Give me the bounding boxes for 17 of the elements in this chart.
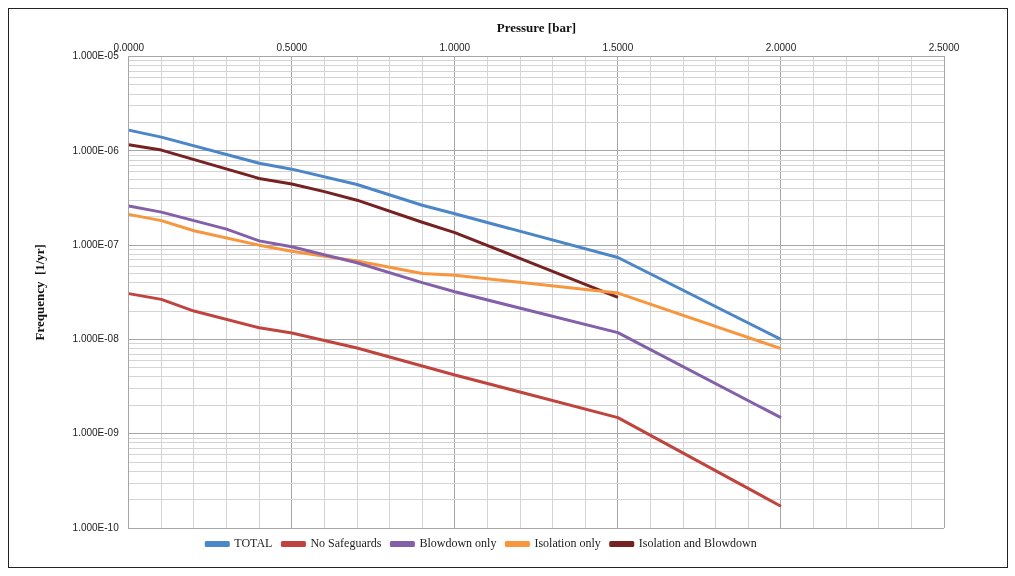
x-tick-label: 1.0000 <box>439 42 471 54</box>
x-tick-label: 0.5000 <box>276 42 308 54</box>
y-tick-label: 1.000E-08 <box>72 333 120 345</box>
x-axis-title: Pressure [bar] <box>496 20 577 36</box>
y-tick-label: 1.000E-10 <box>72 521 120 533</box>
legend-label: No Safeguards <box>310 536 382 551</box>
legend-label: Blowdown only <box>419 536 497 551</box>
legend-label: Isolation and Blowdown <box>638 536 757 551</box>
x-tick-label: 1.5000 <box>602 42 634 54</box>
y-tick-label: 1.000E-06 <box>72 144 120 156</box>
legend-label: Isolation only <box>534 536 601 551</box>
y-tick-label: 1.000E-07 <box>72 238 120 250</box>
y-tick-label: 1.000E-09 <box>72 427 120 439</box>
x-tick-label: 2.0000 <box>765 42 797 54</box>
x-tick-label: 2.5000 <box>928 42 960 54</box>
legend-label: TOTAL <box>234 536 273 551</box>
y-axis-title: Frequency [1/yr] <box>32 244 48 341</box>
